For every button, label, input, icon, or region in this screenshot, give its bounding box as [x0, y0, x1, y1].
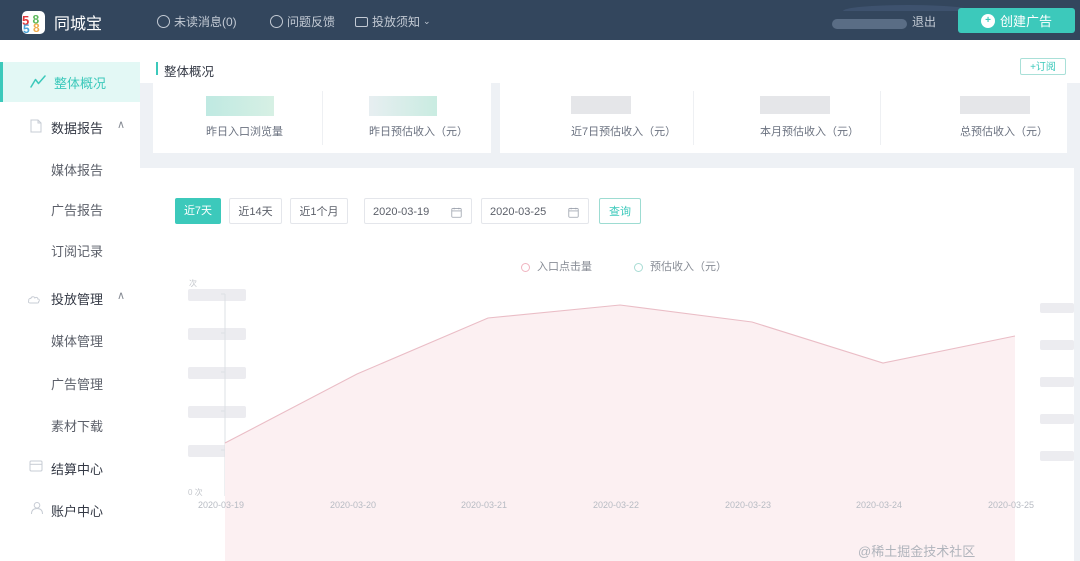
svg-text:5: 5: [23, 22, 30, 34]
svg-text:8: 8: [33, 21, 40, 34]
